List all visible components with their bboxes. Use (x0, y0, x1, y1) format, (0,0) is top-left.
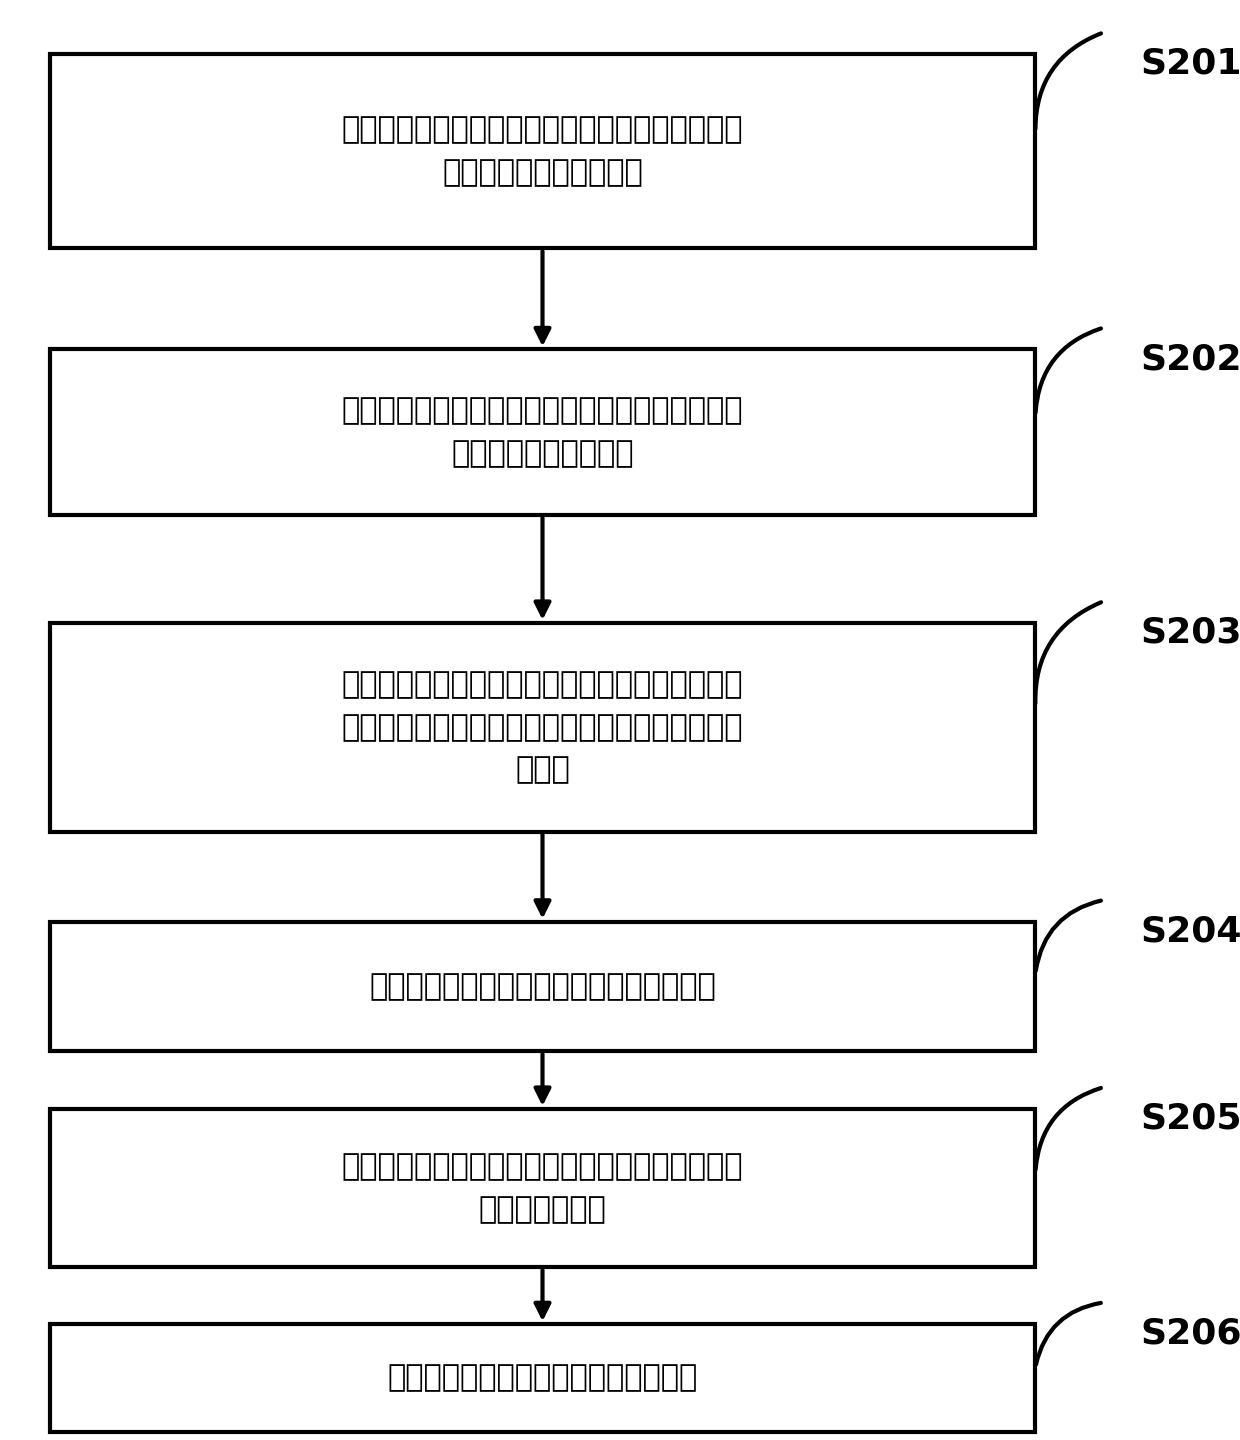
Text: 第一服务单元对该服务请求进行处理，将处理结果
发送给路由设备: 第一服务单元对该服务请求进行处理，将处理结果 发送给路由设备 (342, 1152, 743, 1224)
Bar (50, 1325, 1035, 1431)
Bar (50, 922, 1035, 1051)
Bar (50, 1109, 1035, 1267)
Text: 路由设备将该服务请求发送至第一服务单元: 路由设备将该服务请求发送至第一服务单元 (370, 972, 715, 1001)
Bar (50, 622, 1035, 832)
Text: S206: S206 (1141, 1316, 1240, 1351)
Text: S205: S205 (1141, 1102, 1240, 1136)
Bar (50, 350, 1035, 516)
Text: 路由设备根据该用户内标和该服务请求的服务类型
所对应的路由规则，确定处理该服务请求的第一服
务单元: 路由设备根据该用户内标和该服务请求的服务类型 所对应的路由规则，确定处理该服务请… (342, 670, 743, 785)
Text: S201: S201 (1141, 46, 1240, 81)
Bar (50, 53, 1035, 248)
Text: S202: S202 (1141, 341, 1240, 376)
Text: S203: S203 (1141, 616, 1240, 649)
Text: 路由设备将该处理结果发送给终端设备: 路由设备将该处理结果发送给终端设备 (387, 1364, 698, 1392)
Text: 路由设备根据该服务请求的服务类型，确定与该服
务类型对应的路由规则: 路由设备根据该服务请求的服务类型，确定与该服 务类型对应的路由规则 (342, 396, 743, 468)
Text: 路由设备接收终端设备发送的服务请求，其中，该
服务请求中包括用户信息: 路由设备接收终端设备发送的服务请求，其中，该 服务请求中包括用户信息 (342, 115, 743, 187)
Text: S204: S204 (1141, 914, 1240, 949)
